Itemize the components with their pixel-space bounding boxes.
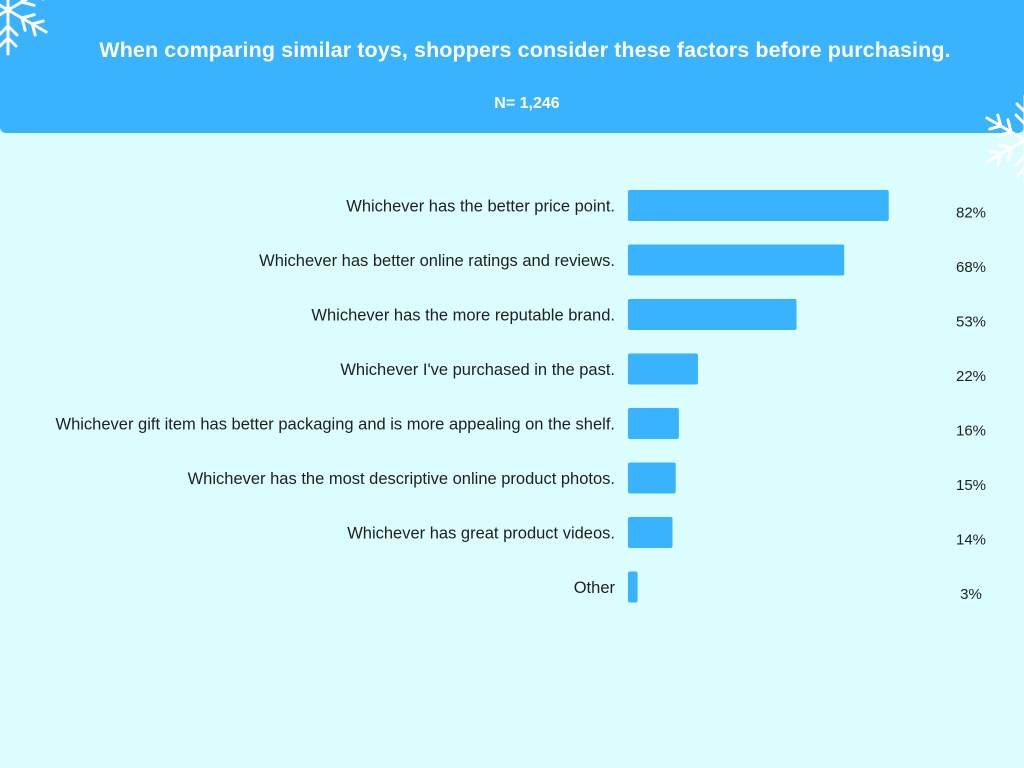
value-label: 15%: [956, 477, 986, 494]
value-label: 16%: [956, 423, 986, 440]
category-label: Whichever has the more reputable brand.: [311, 307, 615, 325]
bar: [628, 408, 679, 439]
category-label: Whichever has the most descriptive onlin…: [188, 470, 615, 488]
category-label: Whichever I've purchased in the past.: [340, 361, 615, 379]
value-label: 53%: [956, 314, 986, 331]
value-label: 22%: [956, 368, 986, 385]
category-label: Whichever has the better price point.: [346, 198, 615, 216]
page-title: When comparing similar toys, shoppers co…: [99, 38, 951, 62]
value-label: 14%: [956, 532, 986, 549]
bar: [628, 299, 797, 330]
sample-size: N= 1,246: [494, 95, 560, 112]
bar: [628, 353, 698, 385]
value-label: 68%: [956, 259, 986, 276]
value-label: 3%: [960, 586, 982, 603]
bar: [628, 244, 845, 276]
category-label: Other: [574, 579, 616, 597]
bar: [628, 571, 638, 603]
header-banner: When comparing similar toys, shoppers co…: [0, 0, 1024, 133]
bar: [628, 517, 673, 548]
bar: [628, 190, 889, 221]
category-label: Whichever has great product videos.: [347, 525, 615, 543]
category-label: Whichever gift item has better packaging…: [56, 416, 616, 434]
value-label: 82%: [956, 205, 986, 222]
bar: [628, 462, 676, 494]
snowflake-icon: [0, 0, 53, 56]
category-label: Whichever has better online ratings and …: [259, 252, 615, 270]
